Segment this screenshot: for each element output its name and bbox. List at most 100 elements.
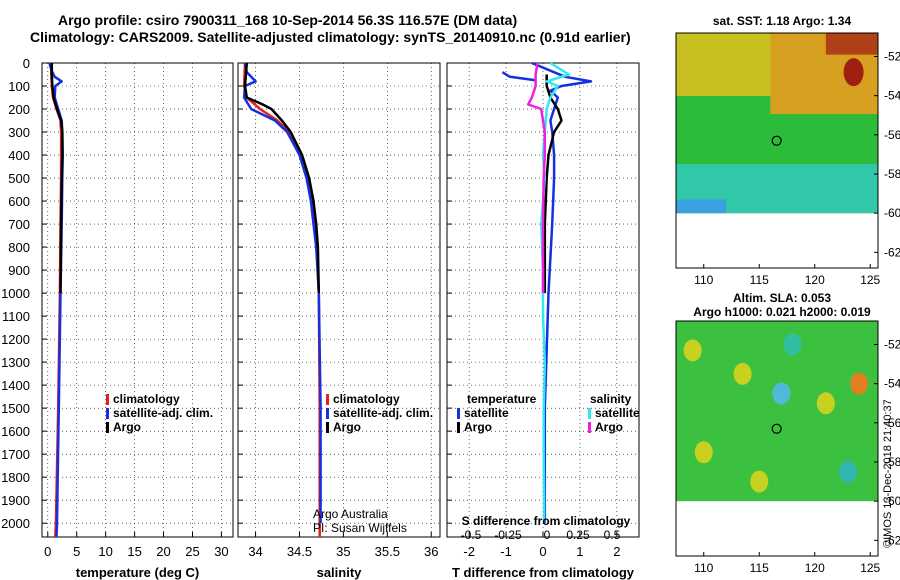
salinity-annotation-line2: PI: Susan Wijffels: [313, 521, 407, 535]
y-tick-label: 1000: [1, 286, 30, 301]
sla-map-lon-label: 120: [805, 561, 825, 575]
series-line-s-argo: [526, 62, 547, 294]
sla-map-lat-label: -58: [884, 455, 900, 469]
s-tick-label: -0.5: [461, 528, 482, 542]
sla-map-anomaly: [850, 372, 869, 395]
sla-map-lon-label: 110: [694, 561, 713, 575]
diff-legend-temperature-label: Argo: [464, 420, 492, 434]
diff-legend-salinity-label: Argo: [595, 420, 623, 434]
x-tick-label-salinity: 36: [424, 544, 438, 559]
sst-map-frame: [675, 32, 879, 269]
sst-map-lat-label: -60: [884, 206, 900, 220]
diff-legend-temperature-swatch: [457, 422, 460, 433]
s-tick-label: -0.25: [494, 528, 522, 542]
sla-map-anomaly: [694, 441, 713, 464]
sla-map-lon-label: 115: [750, 561, 769, 575]
y-tick-label: 1900: [1, 493, 30, 508]
sst-map-warm-eddy: [843, 58, 864, 87]
y-tick-label: 900: [8, 263, 30, 278]
x-tick-label-temperature: 10: [98, 544, 112, 559]
sla-map-title: Altim. SLA: 0.053: [733, 291, 831, 305]
sla-map-lat-label: -52: [884, 338, 900, 352]
s-tick-label: 0.25: [566, 528, 590, 542]
sst-map-field: [825, 33, 878, 55]
title-line-1: Argo profile: csiro 7900311_168 10-Sep-2…: [58, 12, 518, 28]
y-tick-label: 1800: [1, 470, 30, 485]
diff-legend-temperature-label: satellite: [464, 406, 509, 420]
sst-map-lat-label: -58: [884, 167, 900, 181]
y-tick-label: 1300: [1, 355, 30, 370]
y-tick-label: 1200: [1, 332, 30, 347]
sla-map-anomaly: [733, 362, 752, 385]
diff-legend-salinity-label: satellite: [595, 406, 640, 420]
temperature-legend-label: Argo: [113, 420, 141, 434]
x-tick-label-temperature: 0: [44, 544, 51, 559]
y-tick-label: 2000: [1, 516, 30, 531]
y-tick-label: 1400: [1, 378, 30, 393]
x-tick-label-differences: 2: [613, 544, 620, 559]
temperature-legend-label: satellite-adj. clim.: [113, 406, 213, 420]
sst-map-field: [676, 199, 726, 214]
x-tick-label-temperature: 25: [185, 544, 199, 559]
salinity-legend-swatch: [326, 394, 329, 405]
y-tick-label: 400: [8, 148, 30, 163]
x-tick-label-temperature: 20: [156, 544, 170, 559]
diff-legend-title-temperature: temperature: [467, 392, 537, 406]
title-line-2: Climatology: CARS2009. Satellite-adjuste…: [30, 29, 631, 45]
series-line-t-satellite: [531, 61, 593, 524]
x-tick-label-temperature: 30: [214, 544, 228, 559]
x-tick-label-salinity: 34: [248, 544, 262, 559]
sst-map-lon-label: 115: [750, 273, 769, 287]
sst-map-lat-label: -52: [884, 50, 900, 64]
diff-legend-temperature-swatch: [457, 408, 460, 419]
x-axis-label-differences: T difference from climatology: [452, 565, 635, 580]
sla-map-lon-label: 125: [860, 561, 880, 575]
x-tick-label-differences: 1: [576, 544, 583, 559]
sst-map-lon-label: 110: [694, 273, 713, 287]
y-tick-label: 1100: [2, 309, 30, 324]
sla-map-subtitle: Argo h1000: 0.021 h2000: 0.019: [693, 305, 871, 319]
y-tick-label: 200: [8, 102, 30, 117]
sst-map-argo-marker: [771, 135, 782, 146]
salinity-annotation-line1: Argo Australia: [313, 507, 388, 521]
y-tick-label: 300: [8, 125, 30, 140]
x-tick-label-differences: -2: [463, 544, 475, 559]
temperature-legend-swatch: [106, 408, 109, 419]
x-tick-label-differences: -1: [500, 544, 512, 559]
sla-map-lat-label: -56: [884, 416, 900, 430]
sla-map-anomaly: [772, 382, 791, 405]
diff-legend-salinity-swatch: [588, 422, 591, 433]
x-tick-label-temperature: 5: [73, 544, 80, 559]
temperature-legend-label: climatology: [113, 392, 180, 406]
sla-map-lat-label: -62: [884, 533, 900, 547]
sst-map-lon-label: 125: [860, 273, 880, 287]
sla-map-lat-label: -54: [884, 377, 900, 391]
sla-map-lat-label: -60: [884, 494, 900, 508]
s-difference-label: S difference from climatology: [462, 514, 631, 528]
sst-map-lat-label: -62: [884, 245, 900, 259]
series-line-t-satellite-upper-: [501, 71, 536, 82]
s-tick-label: 0: [544, 528, 551, 542]
sla-map-argo-marker: [771, 423, 782, 434]
axes-frame-salinity: [237, 62, 441, 538]
diff-legend-title-salinity: salinity: [590, 392, 632, 406]
series-line-argo: [243, 62, 321, 294]
sla-map-anomaly: [783, 333, 802, 356]
y-tick-label: 1600: [1, 424, 30, 439]
series-line-t-argo: [543, 74, 563, 294]
y-tick-label: 600: [8, 194, 30, 209]
footer-timestamp: ©IMOS 13-Dec-2018 21:40:37: [882, 399, 894, 548]
sla-map-anomaly: [750, 470, 769, 493]
salinity-legend-label: climatology: [333, 392, 400, 406]
x-tick-label-salinity: 35: [336, 544, 350, 559]
s-tick-label: 0.5: [604, 528, 621, 542]
salinity-legend-label: satellite-adj. clim.: [333, 406, 433, 420]
y-tick-label: 800: [8, 240, 30, 255]
x-tick-label-temperature: 15: [127, 544, 141, 559]
sst-map-lon-label: 120: [805, 273, 825, 287]
series-line-argo: [50, 63, 64, 294]
y-tick-label: 1500: [1, 401, 30, 416]
sst-map-title: sat. SST: 1.18 Argo: 1.34: [713, 14, 852, 28]
salinity-legend-label: Argo: [333, 420, 361, 434]
